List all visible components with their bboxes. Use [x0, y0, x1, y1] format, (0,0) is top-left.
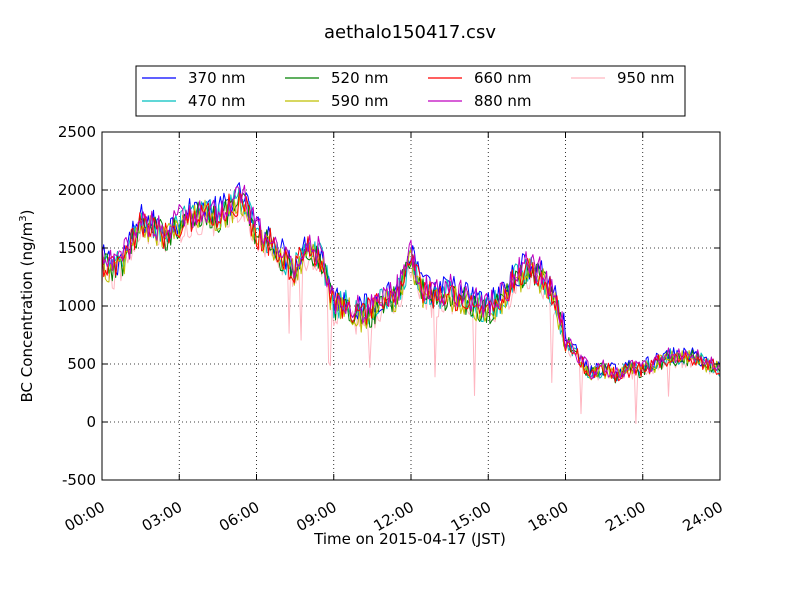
legend-label: 950 nm	[617, 69, 675, 87]
legend: 370 nm 470 nm 520 nm 590 nm 660 nm 880 nm 950 …	[135, 65, 686, 117]
y-tick-label: 2500	[58, 123, 96, 141]
legend-label: 370 nm	[188, 69, 246, 87]
y-axis-ticks: -500 0 500 1000 1500 2000 2500	[58, 123, 720, 489]
y-axis-label-main: BC Concentration (ng/m	[18, 222, 36, 403]
y-tick-label: -500	[62, 471, 96, 489]
series-lines	[101, 182, 721, 424]
series-line	[101, 192, 721, 383]
legend-label: 470 nm	[188, 92, 246, 110]
legend-label: 880 nm	[474, 92, 532, 110]
y-tick-label: 0	[86, 413, 96, 431]
legend-label: 590 nm	[331, 92, 389, 110]
legend-label: 520 nm	[331, 69, 389, 87]
y-tick-label: 2000	[58, 181, 96, 199]
y-axis-label-end: )	[18, 210, 36, 216]
legend-items: 370 nm 470 nm 520 nm 590 nm 660 nm 880 nm 950 …	[142, 69, 675, 110]
chart-title: aethalo150417.csv	[324, 22, 496, 43]
y-axis-label: BC Concentration (ng/m3)	[18, 210, 36, 403]
legend-label: 660 nm	[474, 69, 532, 87]
y-axis-label-sup: 3	[18, 215, 29, 221]
series-line	[101, 184, 721, 380]
y-tick-label: 500	[67, 355, 96, 373]
series-line	[101, 193, 721, 381]
y-tick-label: 1500	[58, 239, 96, 257]
legend-box	[135, 65, 686, 117]
x-axis-label: Time on 2015-04-17 (JST)	[313, 530, 506, 548]
y-tick-label: 1000	[58, 297, 96, 315]
